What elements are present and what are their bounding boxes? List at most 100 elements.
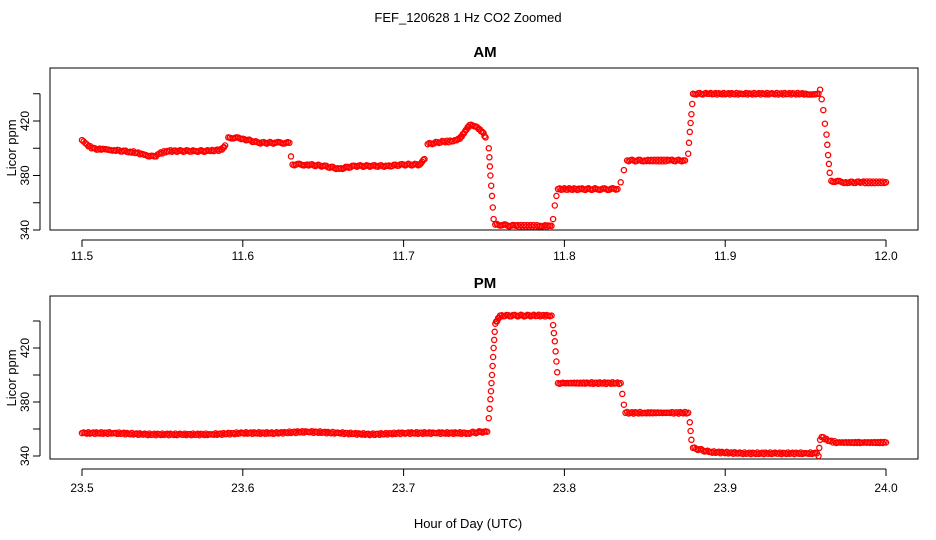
pm-data-point bbox=[620, 401, 628, 408]
am-data-point bbox=[490, 215, 497, 223]
pm-data-point bbox=[549, 321, 557, 329]
am-data-points bbox=[78, 86, 890, 230]
pm-x-axis: 23.5 23.6 23.7 23.8 23.9 24.0 bbox=[70, 468, 898, 495]
pm-data-point bbox=[491, 328, 498, 336]
am-data-point bbox=[453, 136, 460, 144]
am-data-point bbox=[548, 222, 555, 230]
pm-data-point bbox=[553, 369, 561, 376]
pm-x-tick-label: 23.9 bbox=[714, 481, 738, 495]
pm-data-point bbox=[548, 312, 555, 319]
pm-data-point bbox=[483, 428, 491, 435]
pm-y-tick-label: 340 bbox=[18, 446, 32, 466]
am-data-point bbox=[485, 145, 493, 152]
am-data-point bbox=[489, 204, 497, 211]
am-data-point bbox=[486, 163, 494, 170]
am-data-point bbox=[820, 106, 827, 114]
am-data-point bbox=[481, 132, 488, 140]
am-x-tick-label: 11.8 bbox=[553, 249, 576, 263]
pm-data-point bbox=[487, 396, 494, 403]
pm-data-point bbox=[490, 344, 497, 352]
am-data-point bbox=[818, 95, 825, 103]
am-data-point bbox=[684, 150, 692, 157]
am-data-point bbox=[155, 150, 163, 157]
am-data-point bbox=[685, 139, 693, 147]
pm-data-point bbox=[550, 329, 558, 337]
pm-data-point bbox=[614, 379, 621, 386]
am-data-point bbox=[688, 100, 696, 108]
pm-data-point bbox=[552, 348, 559, 355]
am-data-point bbox=[882, 179, 890, 186]
am-data-point bbox=[824, 141, 831, 149]
pm-data-point bbox=[487, 387, 495, 395]
pm-y-tick-label: 420 bbox=[18, 338, 32, 358]
pm-y-axis-label: Licor ppm bbox=[4, 349, 19, 406]
am-x-tick-label: 12.0 bbox=[874, 249, 898, 263]
pm-y-axis: 340 380 420 bbox=[18, 320, 41, 466]
pm-x-tick-label: 23.7 bbox=[392, 481, 416, 495]
am-x-axis: 11.5 11.6 11.7 11.8 11.9 12.0 bbox=[71, 239, 898, 263]
am-data-point bbox=[816, 86, 824, 93]
am-x-tick-label: 11.9 bbox=[714, 249, 737, 263]
am-data-point bbox=[215, 147, 222, 155]
pm-data-point bbox=[684, 409, 692, 417]
pm-x-tick-label: 23.6 bbox=[231, 481, 255, 495]
am-data-point bbox=[482, 134, 489, 141]
pm-data-point bbox=[485, 414, 493, 422]
am-data-point bbox=[486, 154, 493, 161]
am-x-tick-label: 11.5 bbox=[71, 249, 94, 263]
am-data-point bbox=[825, 160, 833, 168]
am-data-point bbox=[687, 119, 694, 127]
pm-data-point bbox=[488, 379, 495, 387]
am-panel: AM Licor ppm 11.5 11.6 11.7 11.8 11.9 12.0 34… bbox=[4, 44, 919, 263]
pm-data-point bbox=[688, 436, 695, 444]
figure-title: FEF_120628 1 Hz CO2 Zoomed bbox=[374, 10, 561, 25]
am-data-point bbox=[681, 157, 689, 164]
pm-x-tick-label: 23.5 bbox=[70, 481, 94, 495]
am-panel-title: AM bbox=[473, 44, 496, 61]
pm-data-point bbox=[882, 439, 890, 446]
pm-data-point bbox=[617, 379, 624, 387]
am-y-axis-label: Licor ppm bbox=[4, 119, 19, 176]
pm-data-point bbox=[488, 371, 496, 379]
am-data-point bbox=[686, 128, 694, 136]
am-data-point bbox=[287, 153, 295, 160]
pm-data-point bbox=[490, 336, 498, 344]
pm-y-tick-label: 380 bbox=[18, 392, 32, 412]
am-data-point bbox=[688, 110, 695, 118]
am-data-point bbox=[614, 185, 621, 193]
am-data-point bbox=[879, 178, 887, 185]
am-data-point bbox=[487, 172, 494, 179]
figure-x-axis-label: Hour of Day (UTC) bbox=[414, 516, 522, 531]
am-x-tick-label: 11.6 bbox=[232, 249, 255, 263]
am-data-point bbox=[824, 151, 832, 159]
pm-data-point bbox=[619, 390, 626, 398]
am-y-tick-label: 340 bbox=[18, 220, 32, 240]
am-data-point bbox=[823, 131, 830, 138]
am-y-tick-label: 420 bbox=[18, 111, 32, 131]
pm-x-tick-label: 23.8 bbox=[553, 481, 577, 495]
am-data-point bbox=[488, 192, 496, 200]
am-data-point bbox=[487, 182, 495, 189]
am-data-point bbox=[620, 166, 628, 174]
pm-data-point bbox=[815, 452, 822, 460]
am-data-point bbox=[821, 120, 829, 127]
am-data-point bbox=[826, 169, 833, 177]
am-x-tick-label: 11.7 bbox=[392, 249, 415, 263]
pm-data-point bbox=[553, 358, 560, 365]
pm-data-point bbox=[687, 427, 694, 435]
am-data-point bbox=[549, 215, 557, 223]
am-data-point bbox=[221, 142, 229, 149]
pm-data-point bbox=[486, 405, 493, 413]
pm-data-point bbox=[489, 362, 496, 370]
am-data-point bbox=[286, 139, 293, 147]
pm-data-points bbox=[78, 311, 890, 460]
pm-data-point bbox=[686, 419, 694, 426]
am-data-point bbox=[551, 202, 559, 209]
am-y-axis: 340 380 420 bbox=[18, 93, 41, 240]
am-y-tick-label: 380 bbox=[18, 165, 32, 185]
am-data-point bbox=[553, 192, 560, 200]
pm-x-tick-label: 24.0 bbox=[874, 481, 898, 495]
pm-plot-frame bbox=[49, 295, 919, 460]
pm-panel-title: PM bbox=[474, 275, 497, 292]
